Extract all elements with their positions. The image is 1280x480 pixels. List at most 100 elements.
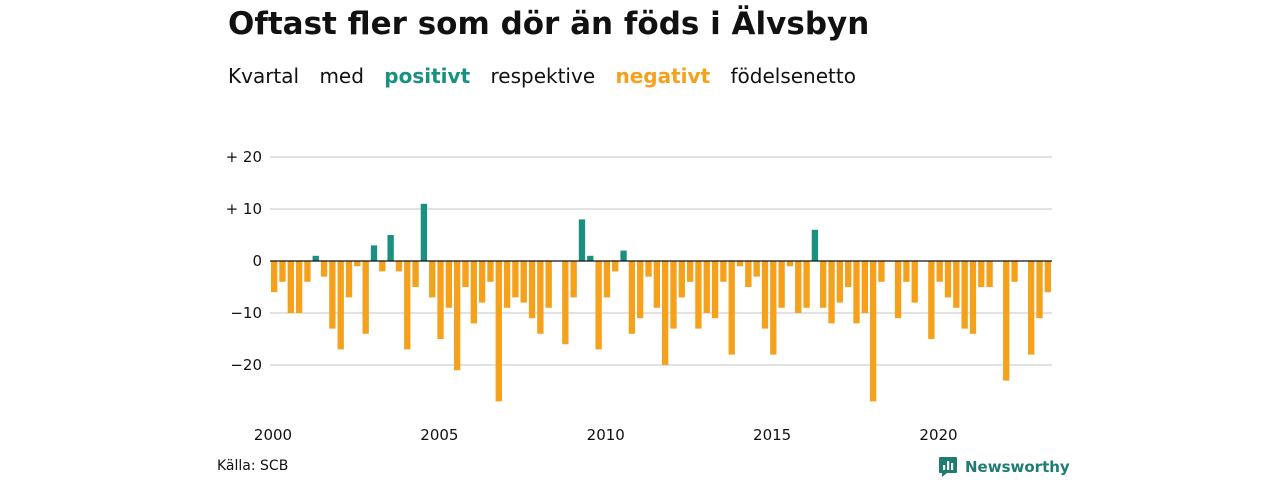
bar xyxy=(678,261,685,298)
bar xyxy=(620,250,627,261)
x-tick-label: 2005 xyxy=(420,426,458,444)
bar xyxy=(795,261,802,313)
x-tick-label: 2010 xyxy=(587,426,625,444)
bar xyxy=(670,261,677,329)
bar xyxy=(462,261,469,287)
bar xyxy=(853,261,860,324)
bar xyxy=(495,261,502,402)
bar xyxy=(662,261,669,365)
bar xyxy=(445,261,453,308)
y-tick-label: −10 xyxy=(230,304,262,322)
bar xyxy=(304,261,311,282)
bar xyxy=(478,261,486,303)
bar xyxy=(320,261,328,277)
bar xyxy=(420,203,428,261)
bar xyxy=(745,261,752,287)
bar xyxy=(894,261,902,319)
subtitle-positive-label: positivt xyxy=(384,64,471,88)
bar xyxy=(728,261,735,355)
bar xyxy=(778,261,785,308)
subtitle-negative-label: negativt xyxy=(615,64,711,88)
bar xyxy=(337,261,344,350)
bar xyxy=(944,261,952,298)
bar xyxy=(603,261,611,298)
bar xyxy=(520,261,527,303)
bar xyxy=(1044,261,1051,293)
bar xyxy=(279,261,286,282)
bar xyxy=(803,261,810,308)
bar xyxy=(537,261,544,334)
x-tick-label: 2000 xyxy=(254,426,292,444)
bar xyxy=(370,245,378,261)
bar xyxy=(404,261,411,350)
bar xyxy=(953,261,960,308)
y-tick-label: −20 xyxy=(230,356,262,374)
brand: Newsworthy xyxy=(938,456,1070,478)
bar xyxy=(786,261,794,267)
bar xyxy=(1028,261,1035,355)
bar xyxy=(287,261,294,313)
bar xyxy=(271,261,278,293)
y-tick-label: + 10 xyxy=(226,200,262,218)
bar xyxy=(454,261,461,371)
y-tick-label: 0 xyxy=(252,252,262,270)
brand-name: Newsworthy xyxy=(965,458,1070,476)
bar xyxy=(354,261,361,267)
bar xyxy=(753,261,760,277)
bar xyxy=(587,255,594,261)
bar xyxy=(770,261,777,355)
bar xyxy=(711,261,719,319)
newsworthy-logo-icon xyxy=(939,457,957,477)
bar xyxy=(969,261,977,334)
bar xyxy=(387,235,394,261)
bar xyxy=(429,261,436,298)
bar xyxy=(1011,261,1018,282)
bar xyxy=(936,261,943,282)
bar xyxy=(720,261,727,282)
bar xyxy=(345,261,353,298)
bar xyxy=(578,219,586,261)
subtitle-word: födelsenetto xyxy=(730,64,856,88)
bar xyxy=(645,261,652,277)
bar xyxy=(512,261,519,298)
bar xyxy=(528,261,536,319)
bar xyxy=(412,261,419,287)
bar xyxy=(562,261,569,345)
bar xyxy=(612,261,619,272)
bar xyxy=(828,261,835,324)
bar xyxy=(878,261,885,282)
bar xyxy=(545,261,552,308)
bar xyxy=(628,261,636,334)
bar xyxy=(637,261,644,319)
bar xyxy=(703,261,710,313)
subtitle-word: med xyxy=(319,64,364,88)
subtitle-word: Kvartal xyxy=(228,64,300,88)
bar xyxy=(986,261,993,287)
bar xyxy=(362,261,369,334)
bar xyxy=(1036,261,1043,319)
bar xyxy=(761,261,769,329)
bar xyxy=(869,261,877,402)
chart-title: Oftast fler som dör än föds i Älvsbyn xyxy=(228,6,870,42)
x-tick-label: 2020 xyxy=(919,426,957,444)
bar xyxy=(811,229,819,261)
bar xyxy=(686,261,694,282)
bar xyxy=(595,261,602,350)
bar xyxy=(379,261,386,272)
bar xyxy=(653,261,660,308)
bar xyxy=(487,261,494,282)
bar xyxy=(928,261,935,339)
bar xyxy=(295,261,303,313)
subtitle-word: respektive xyxy=(490,64,596,88)
x-tick-label: 2015 xyxy=(753,426,791,444)
bar xyxy=(470,261,477,324)
bar xyxy=(736,261,744,267)
bar xyxy=(836,261,844,303)
bar xyxy=(820,261,827,308)
bar xyxy=(570,261,577,298)
bar xyxy=(961,261,968,329)
bar xyxy=(503,261,511,308)
bar xyxy=(845,261,852,287)
bar xyxy=(395,261,403,272)
